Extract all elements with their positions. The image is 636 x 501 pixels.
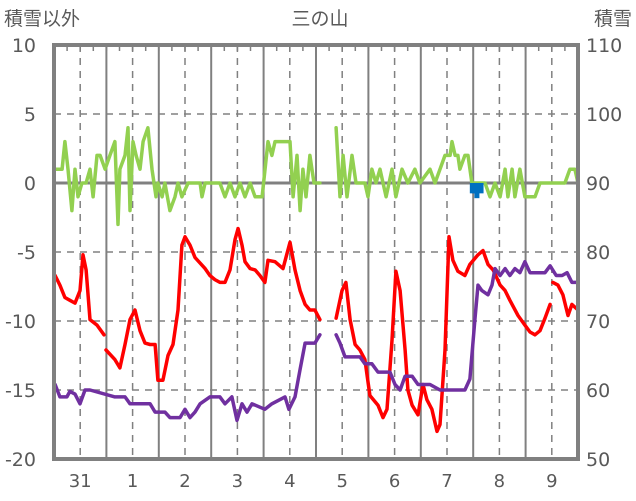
y-tick-label-left: -5	[17, 242, 36, 264]
chart-title: 三の山	[291, 8, 348, 30]
x-tick-label: 9	[546, 471, 557, 492]
y-tick-label-left: -15	[5, 380, 36, 402]
x-tick-label: 8	[494, 471, 505, 492]
x-tick-label: 1	[127, 471, 138, 492]
x-tick-label: 5	[336, 471, 347, 492]
y-tick-label-right: 90	[586, 173, 610, 195]
green-series-line	[53, 126, 322, 227]
x-tick-label: 2	[179, 471, 190, 492]
red-series-line	[53, 253, 106, 337]
left-axis-label: 積雪以外	[4, 8, 80, 30]
purple-series-line	[53, 333, 322, 423]
right-axis-label: 積雪	[594, 8, 632, 30]
x-tick-label: 7	[441, 471, 452, 492]
grid	[54, 45, 578, 459]
purple-series-line	[334, 259, 580, 392]
snow-bar	[478, 183, 484, 194]
series-layer	[53, 126, 580, 434]
plot-frame	[52, 43, 580, 461]
y-tick-label-right: 50	[586, 449, 610, 471]
y-tick-label-right: 100	[586, 104, 622, 126]
red-series-line	[551, 280, 580, 318]
y-tick-label-left: -20	[5, 449, 36, 471]
green-series-line	[334, 126, 580, 199]
x-tick-label: 4	[284, 471, 295, 492]
x-tick-label: 3	[232, 471, 243, 492]
x-tick-label: 6	[389, 471, 400, 492]
y-tick-label-right: 110	[586, 35, 622, 57]
y-tick-label-right: 80	[586, 242, 610, 264]
y-tick-label-left: 0	[24, 173, 36, 195]
red-series-line	[104, 226, 322, 383]
snow-bar	[474, 183, 480, 199]
y-tick-label-left: 5	[24, 104, 36, 126]
y-tick-label-right: 60	[586, 380, 610, 402]
y-tick-label-right: 70	[586, 311, 610, 333]
x-tick-label: 31	[69, 471, 92, 492]
y-tick-label-left: -10	[5, 311, 36, 333]
y-tick-label-left: 10	[12, 35, 36, 57]
red-series-line	[334, 235, 552, 434]
